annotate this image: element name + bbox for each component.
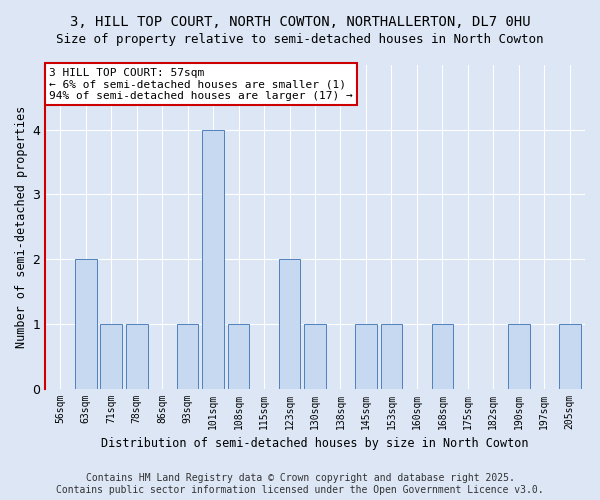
Text: 3 HILL TOP COURT: 57sqm
← 6% of semi-detached houses are smaller (1)
94% of semi: 3 HILL TOP COURT: 57sqm ← 6% of semi-det…	[49, 68, 353, 101]
Bar	[177, 324, 199, 388]
Text: Size of property relative to semi-detached houses in North Cowton: Size of property relative to semi-detach…	[56, 32, 544, 46]
Bar	[304, 324, 326, 388]
Bar	[355, 324, 377, 388]
Bar	[228, 324, 250, 388]
Text: Contains HM Land Registry data © Crown copyright and database right 2025.
Contai: Contains HM Land Registry data © Crown c…	[56, 474, 544, 495]
Bar	[100, 324, 122, 388]
Bar	[202, 130, 224, 388]
Y-axis label: Number of semi-detached properties: Number of semi-detached properties	[15, 106, 28, 348]
Bar	[380, 324, 402, 388]
Bar	[431, 324, 453, 388]
Bar	[126, 324, 148, 388]
Bar	[75, 259, 97, 388]
Text: 3, HILL TOP COURT, NORTH COWTON, NORTHALLERTON, DL7 0HU: 3, HILL TOP COURT, NORTH COWTON, NORTHAL…	[70, 15, 530, 29]
Bar	[279, 259, 301, 388]
Bar	[559, 324, 581, 388]
X-axis label: Distribution of semi-detached houses by size in North Cowton: Distribution of semi-detached houses by …	[101, 437, 529, 450]
Bar	[508, 324, 530, 388]
